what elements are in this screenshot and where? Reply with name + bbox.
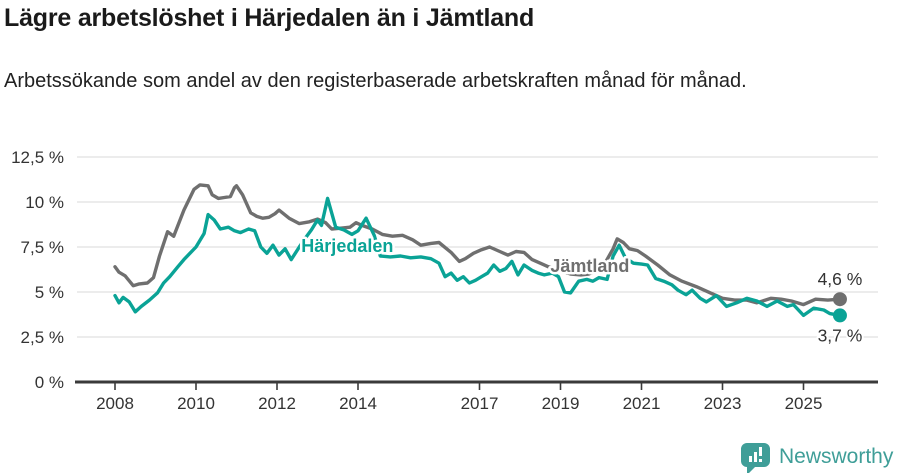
y-axis-tick-label: 10 % — [25, 193, 64, 212]
y-axis-tick-label: 2,5 % — [21, 328, 64, 347]
newsworthy-logo-icon — [741, 443, 770, 473]
x-axis-tick-label: 2014 — [339, 394, 377, 413]
x-axis-tick-label: 2012 — [258, 394, 296, 413]
series-label-jamtland: Jämtland — [550, 256, 629, 276]
newsworthy-brand-link[interactable]: Newsworthy — [741, 440, 893, 473]
series-line-jamtland — [113, 183, 842, 307]
y-axis-tick-label: 5 % — [35, 283, 64, 302]
x-axis-tick-label: 2010 — [177, 394, 215, 413]
chart-subtitle: Arbetssökande som andel av den registerb… — [4, 70, 747, 92]
x-axis-tick-label: 2019 — [542, 394, 580, 413]
x-axis-tick-label: 2023 — [704, 394, 742, 413]
x-axis-tick-label: 2008 — [96, 394, 134, 413]
series-end-dot-jamtland — [832, 292, 847, 307]
series-end-value-jamtland: 4,6 % — [818, 269, 863, 289]
x-axis-tick-label: 2017 — [461, 394, 499, 413]
y-axis-tick-label: 7,5 % — [21, 238, 64, 257]
series-line-harjedalen — [113, 196, 842, 318]
y-axis-tick-label: 0 % — [35, 373, 64, 392]
x-axis-tick-label: 2021 — [623, 394, 661, 413]
x-axis-tick-label: 2025 — [785, 394, 823, 413]
series-end-value-harjedalen: 3,7 % — [818, 325, 863, 345]
series-label-harjedalen: Härjedalen — [301, 236, 393, 256]
newsworthy-brand-label: Newsworthy — [779, 444, 894, 468]
y-axis-tick-label: 12,5 % — [11, 148, 64, 167]
page-title: Lägre arbetslöshet i Härjedalen än i Jäm… — [4, 4, 535, 32]
series-end-dot-harjedalen — [832, 308, 847, 323]
